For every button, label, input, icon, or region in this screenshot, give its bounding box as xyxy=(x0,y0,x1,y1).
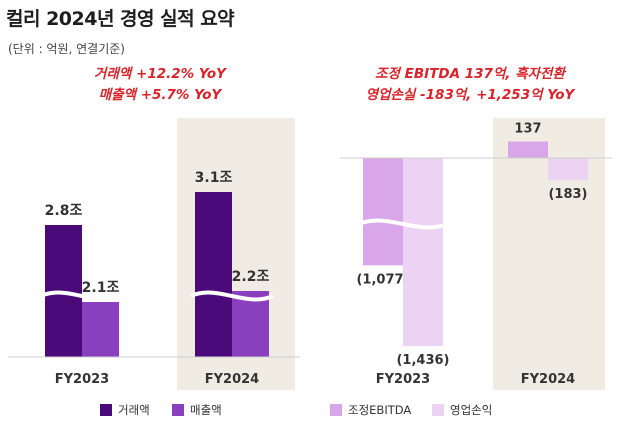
data-label-ebitda-fy2024: 137 xyxy=(514,122,541,137)
bar-ebitda-fy2023 xyxy=(363,158,403,266)
bar-ebitda-fy2024 xyxy=(508,141,548,158)
right-annotation: 조정 EBITDA 137억, 흑자전환 영업손실 -183억, +1,253억… xyxy=(330,64,610,106)
legend-item-op-loss: 영업손익 xyxy=(432,402,492,418)
legend-label-gmv: 거래액 xyxy=(118,403,150,417)
legend-swatch-gmv xyxy=(100,404,112,416)
legend-swatch-revenue xyxy=(172,404,184,416)
unit-note: (단위 : 억원, 연결기준) xyxy=(8,42,125,56)
legend-item-ebitda: 조정EBITDA xyxy=(330,402,411,418)
legend-item-revenue: 매출액 xyxy=(172,402,222,418)
right-annotation-line-1: 조정 EBITDA 137억, 흑자전환 xyxy=(375,66,565,82)
data-label-op-loss-fy2023: (1,436) xyxy=(396,353,449,368)
axis-break-right-fy2023 xyxy=(358,218,448,230)
x-tick-left-fy2023: FY2023 xyxy=(55,372,109,387)
legend-swatch-op-loss xyxy=(432,404,444,416)
bar-gmv-fy2024 xyxy=(195,192,232,357)
right-annotation-line-2: 영업손실 -183억, +1,253억 YoY xyxy=(365,87,575,103)
x-tick-left-fy2024: FY2024 xyxy=(205,372,259,387)
legend-swatch-ebitda xyxy=(330,404,342,416)
axis-break-left-fy2024 xyxy=(190,290,274,302)
left-annotation-line-2: 매출액 +5.7% YoY xyxy=(98,87,222,103)
legend-label-revenue: 매출액 xyxy=(190,403,222,417)
data-label-revenue-fy2023: 2.1조 xyxy=(82,280,120,296)
legend-label-op-loss: 영업손익 xyxy=(450,403,493,417)
axis-break-left-fy2023 xyxy=(40,290,124,302)
legend-item-gmv: 거래액 xyxy=(100,402,150,418)
bar-op-loss-fy2023 xyxy=(403,158,443,347)
data-label-gmv-fy2023: 2.8조 xyxy=(45,203,83,219)
bar-op-loss-fy2024 xyxy=(548,158,588,180)
left-annotation: 거래액 +12.2% YoY 매출액 +5.7% YoY xyxy=(40,64,280,106)
x-tick-right-fy2024: FY2024 xyxy=(521,372,575,387)
data-label-ebitda-fy2023: (1,077) xyxy=(356,272,409,287)
page-title: 컬리 2024년 경영 실적 요약 xyxy=(6,8,235,30)
left-annotation-line-1: 거래액 +12.2% YoY xyxy=(94,66,226,82)
data-label-op-loss-fy2024: (183) xyxy=(548,187,587,202)
legend-label-ebitda: 조정EBITDA xyxy=(348,403,412,417)
bar-revenue-fy2024 xyxy=(232,291,269,357)
x-tick-right-fy2023: FY2023 xyxy=(376,372,430,387)
data-label-gmv-fy2024: 3.1조 xyxy=(195,170,233,186)
bar-revenue-fy2023 xyxy=(82,302,119,357)
data-label-revenue-fy2024: 2.2조 xyxy=(232,269,270,285)
